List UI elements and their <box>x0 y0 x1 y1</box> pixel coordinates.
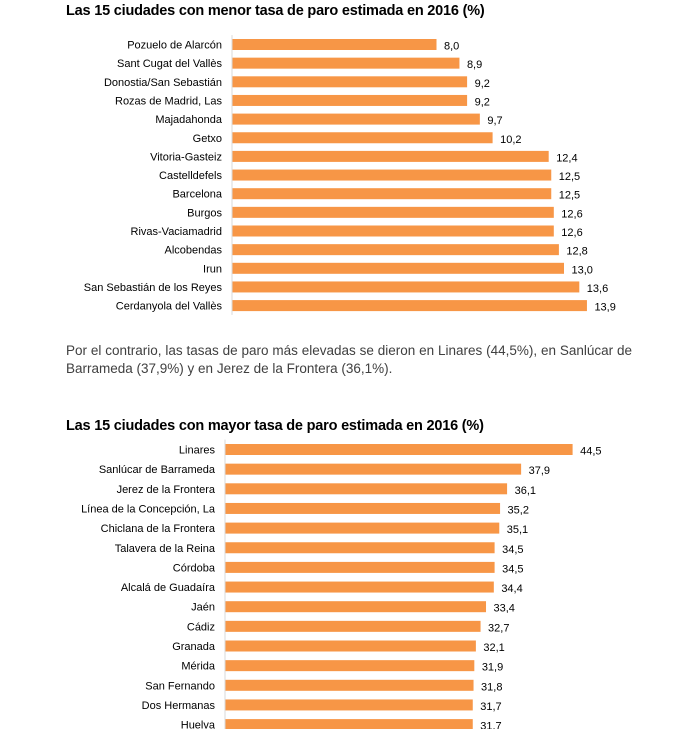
bar <box>225 660 475 672</box>
category-label: Castelldefels <box>159 170 222 182</box>
category-label: Talavera de la Reina <box>115 543 216 555</box>
data-label: 12,6 <box>561 227 582 239</box>
chart-lowest-unemployment: Pozuelo de Alarcón 8,0 Sant Cugat del Vall… <box>84 35 616 315</box>
category-label: Sant Cugat del Vallès <box>117 58 222 70</box>
category-label: Burgos <box>187 207 222 219</box>
category-label: Sanlúcar de Barrameda <box>99 464 216 476</box>
category-label: Jerez de la Frontera <box>117 484 216 496</box>
bar <box>225 719 473 729</box>
category-label: Mérida <box>181 661 216 673</box>
data-label: 37,9 <box>529 465 550 477</box>
category-label: Pozuelo de Alarcón <box>127 40 222 52</box>
data-label: 13,6 <box>587 283 608 295</box>
category-label: Cádiz <box>187 621 215 633</box>
bar <box>232 281 580 293</box>
bar <box>225 542 495 554</box>
bar <box>225 581 494 593</box>
data-label: 35,1 <box>507 524 528 536</box>
bar <box>232 262 564 274</box>
category-label: Granada <box>172 641 216 653</box>
data-label: 12,6 <box>561 208 582 220</box>
data-label: 35,2 <box>508 504 529 516</box>
bar <box>225 561 495 573</box>
body-paragraph: Por el contrario, las tasas de paro más … <box>66 343 632 376</box>
data-label: 31,7 <box>480 701 501 713</box>
bar <box>232 206 554 218</box>
bar <box>225 463 522 475</box>
data-label: 10,2 <box>500 134 521 146</box>
category-label: Rivas-Vaciamadrid <box>131 226 223 238</box>
category-label: Irun <box>203 263 222 275</box>
category-label: Rozas de Madrid, Las <box>115 95 222 107</box>
category-label: Barcelona <box>172 189 222 201</box>
bar <box>225 699 473 711</box>
data-label: 34,5 <box>502 563 523 575</box>
data-label: 12,8 <box>566 246 587 258</box>
bar <box>225 502 501 514</box>
data-label: 12,5 <box>559 190 580 202</box>
data-label: 8,0 <box>444 41 459 53</box>
category-label: Cerdanyola del Vallès <box>116 301 223 313</box>
bar <box>225 620 481 632</box>
data-label: 13,9 <box>594 302 615 314</box>
category-label: Getxo <box>193 133 222 145</box>
data-label: 36,1 <box>515 485 536 497</box>
bar <box>232 113 480 125</box>
data-label: 12,4 <box>556 152 577 164</box>
bar <box>232 57 460 69</box>
data-label: 31,8 <box>481 681 502 693</box>
category-label: Donostia/San Sebastián <box>104 77 222 89</box>
data-label: 9,7 <box>487 115 502 127</box>
bar <box>232 132 493 144</box>
chart-1-title: Las 15 ciudades con menor tasa de paro e… <box>66 3 485 19</box>
category-label: Vitoria-Gasteiz <box>150 151 222 163</box>
category-label: Alcalá de Guadaíra <box>121 582 216 594</box>
bar <box>232 76 468 88</box>
data-label: 34,4 <box>501 583 522 595</box>
bar <box>232 300 587 312</box>
data-label: 32,7 <box>488 622 509 634</box>
data-label: 32,1 <box>483 642 504 654</box>
bar <box>232 188 552 200</box>
bar <box>232 94 468 106</box>
category-label: San Fernando <box>145 680 215 692</box>
data-label: 8,9 <box>467 59 482 71</box>
category-label: Alcobendas <box>165 245 223 257</box>
bar <box>225 640 476 652</box>
bar <box>232 169 552 181</box>
data-label: 9,2 <box>475 96 490 108</box>
bar <box>232 225 554 237</box>
category-label: Linares <box>179 445 216 457</box>
category-label: Línea de la Concepción, La <box>81 503 216 515</box>
data-label: 13,0 <box>572 264 593 276</box>
bar <box>225 483 508 495</box>
bar <box>225 601 487 613</box>
category-label: San Sebastián de los Reyes <box>84 282 223 294</box>
bar <box>225 444 573 455</box>
category-label: Majadahonda <box>155 114 223 126</box>
bar <box>225 522 500 534</box>
data-label: 9,2 <box>475 78 490 90</box>
category-label: Dos Hermanas <box>142 700 216 712</box>
data-label: 44,5 <box>580 446 601 458</box>
data-label: 33,4 <box>494 603 515 615</box>
data-label: 34,5 <box>502 544 523 556</box>
bar <box>225 679 474 691</box>
category-label: Córdoba <box>173 562 216 574</box>
bar <box>232 244 559 256</box>
bar <box>232 150 549 162</box>
category-label: Jaén <box>191 602 215 614</box>
chart-2-title: Las 15 ciudades con mayor tasa de paro e… <box>66 418 484 434</box>
data-label: 31,9 <box>482 662 503 674</box>
bar <box>232 39 437 50</box>
category-label: Huelva <box>181 720 216 729</box>
category-label: Chiclana de la Frontera <box>101 523 216 535</box>
data-label: 12,5 <box>559 171 580 183</box>
data-label: 31,7 <box>480 721 501 729</box>
